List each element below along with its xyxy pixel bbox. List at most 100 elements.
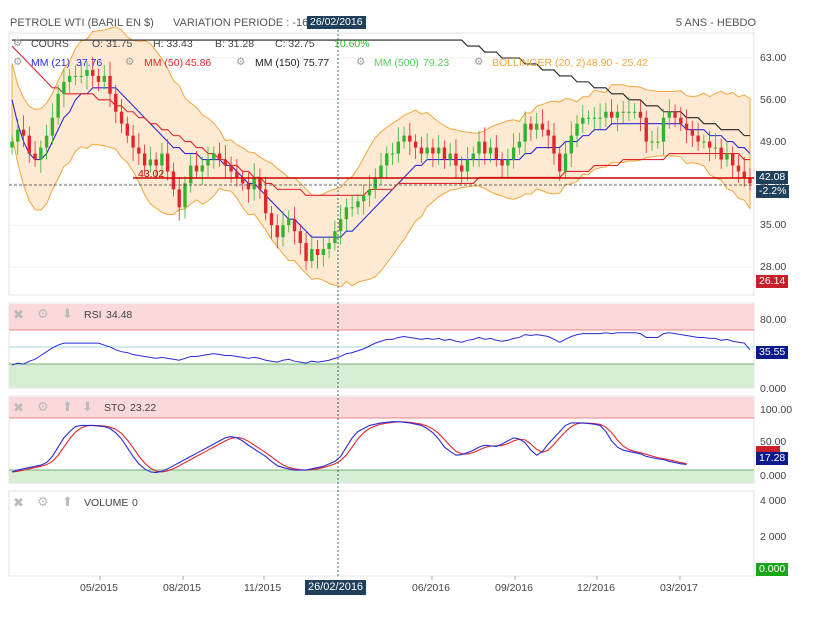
period-label[interactable]: 5 ANS - HEBDO <box>675 17 756 29</box>
low-value: B: 31.28 <box>215 38 255 50</box>
candle <box>609 111 614 118</box>
candle <box>413 141 418 148</box>
sto-close-icon[interactable]: ✖ <box>13 400 24 415</box>
candle <box>350 207 354 209</box>
candle <box>67 75 72 82</box>
sto-move-up-icon[interactable]: ⬆ <box>62 399 73 414</box>
sto-ytick-mid: 50.00 <box>760 436 787 448</box>
candle <box>650 141 654 143</box>
volume-close-icon[interactable]: ✖ <box>13 495 24 510</box>
candle <box>558 153 562 172</box>
candle <box>21 129 26 136</box>
zone-band <box>9 364 754 388</box>
candle <box>661 117 666 142</box>
close-value: C: 32.75 <box>275 38 315 50</box>
candle <box>183 183 187 208</box>
cursor-date-badge: 26/02/2016 <box>307 16 366 29</box>
candle <box>477 141 481 154</box>
volume-gear-icon[interactable]: ⚙ <box>37 494 49 509</box>
candle <box>483 141 487 154</box>
settings-gear-icon[interactable]: ⚙ <box>13 37 23 49</box>
candle <box>310 249 314 262</box>
candle <box>177 189 181 208</box>
candle <box>581 117 585 124</box>
candle <box>102 75 106 82</box>
candle <box>552 135 556 154</box>
candle <box>217 153 222 160</box>
bollinger-gear-icon[interactable]: ⚙ <box>474 56 484 68</box>
candle <box>160 153 164 166</box>
variation-label: VARIATION PERIODE : -16.7 <box>173 17 318 29</box>
candle <box>500 159 504 166</box>
candle <box>16 129 20 142</box>
mm150-gear-icon[interactable]: ⚙ <box>236 56 246 68</box>
volume-label: VOLUME <box>84 497 129 509</box>
mm50-gear-icon[interactable]: ⚙ <box>125 56 135 68</box>
candle <box>315 249 320 256</box>
candle <box>396 141 400 154</box>
candle <box>263 189 268 214</box>
volume-move-up-icon[interactable]: ⬆ <box>62 494 73 509</box>
candle <box>592 117 597 119</box>
sto-move-down-icon[interactable]: ⬇ <box>82 399 93 414</box>
cours-label: COURS <box>31 38 69 50</box>
candle <box>240 177 245 184</box>
zone-band <box>9 397 754 418</box>
candle <box>79 75 83 77</box>
candle <box>91 69 95 76</box>
mm500-gear-icon[interactable]: ⚙ <box>356 56 366 68</box>
candle <box>385 153 389 166</box>
candle <box>684 123 689 130</box>
rsi-close-icon[interactable]: ✖ <box>13 307 24 322</box>
rsi-line <box>11 332 751 366</box>
candle <box>292 219 297 232</box>
mm21-value: 37.76 <box>76 57 103 69</box>
mm21-gear-icon[interactable]: ⚙ <box>13 56 23 68</box>
sto-gear-icon[interactable]: ⚙ <box>37 399 49 414</box>
candle <box>235 171 239 178</box>
mm500-label: MM (500) <box>374 57 419 69</box>
candle <box>621 111 625 113</box>
moving-averages <box>11 39 751 238</box>
last-change-badge: -2.2% <box>756 185 790 198</box>
zone-band <box>9 304 754 330</box>
candle <box>333 231 337 244</box>
sto-signal-line <box>11 421 687 473</box>
candle <box>85 69 89 76</box>
candle <box>379 165 383 178</box>
candle <box>425 147 429 154</box>
sto-ytick-bottom: 0.000 <box>760 470 787 482</box>
candle <box>506 159 510 166</box>
x-tick-label: 11/2015 <box>244 582 282 594</box>
candle <box>679 117 683 124</box>
sto-ytick-top: 100.00 <box>760 404 793 416</box>
candle <box>696 135 700 142</box>
candle <box>563 153 568 172</box>
rsi-last-badge: 35.55 <box>756 346 789 359</box>
candle <box>719 147 723 160</box>
candle <box>27 135 31 154</box>
candle <box>713 147 718 149</box>
candle <box>367 189 372 196</box>
candle <box>534 123 539 130</box>
candle <box>673 111 677 118</box>
rsi-move-down-icon[interactable]: ⬇ <box>62 306 73 321</box>
price-panel-frame <box>8 32 755 296</box>
oscillator-lines <box>11 332 751 474</box>
candle <box>488 147 493 154</box>
candle <box>517 141 522 148</box>
candle <box>194 165 199 172</box>
volume-value: 0 <box>132 497 138 509</box>
sto-label: STO <box>104 402 126 414</box>
candle <box>725 153 729 160</box>
candle <box>344 207 349 220</box>
candle <box>540 123 545 130</box>
candle <box>206 159 210 166</box>
rsi-gear-icon[interactable]: ⚙ <box>37 306 49 321</box>
x-axis <box>99 576 681 580</box>
x-tick-label: 06/2016 <box>412 582 450 594</box>
sto-value: 23.22 <box>130 402 157 414</box>
candle <box>471 153 475 160</box>
volume-last-badge: 0.000 <box>756 563 789 576</box>
